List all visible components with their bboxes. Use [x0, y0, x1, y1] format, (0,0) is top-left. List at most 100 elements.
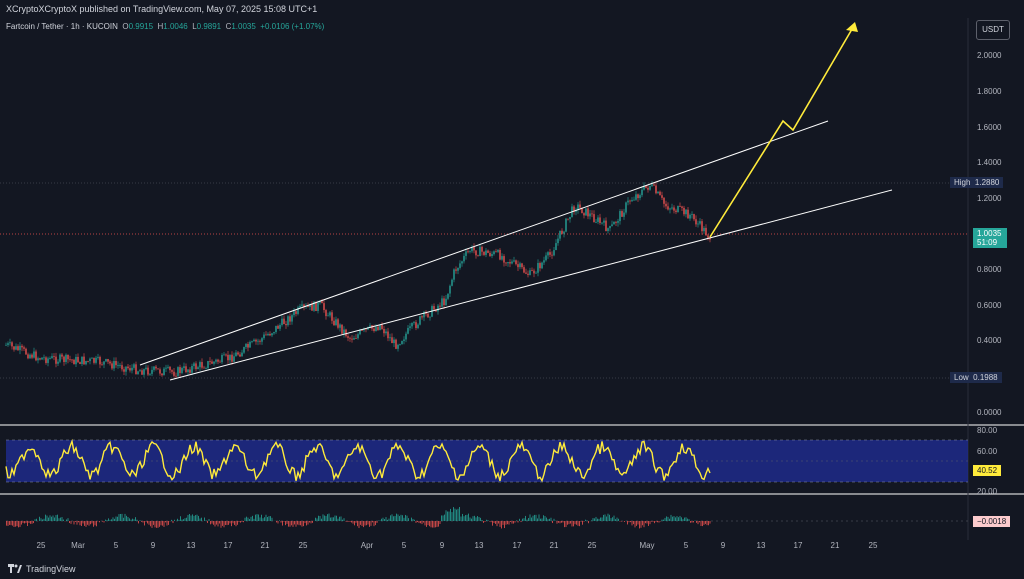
macd-bar [502, 521, 504, 525]
macd-bar [682, 519, 684, 521]
candle-body [235, 352, 237, 357]
macd-bar [354, 521, 355, 526]
macd-bar [687, 518, 688, 521]
candle-body [27, 354, 29, 359]
macd-bar [627, 521, 628, 525]
currency-button[interactable]: USDT [976, 20, 1010, 40]
low-label: L [192, 22, 197, 31]
price-candles [5, 181, 711, 378]
macd-bar [492, 521, 493, 526]
candle-body [237, 352, 239, 355]
macd-bar [372, 521, 373, 523]
macd-bar [301, 521, 303, 527]
macd-bar [676, 516, 678, 521]
macd-bar [12, 521, 13, 526]
macd-bar [472, 516, 474, 521]
candle-body [163, 368, 165, 376]
candle-body [25, 348, 27, 355]
candle-body [555, 243, 557, 251]
macd-bar [271, 517, 273, 521]
macd-bar [465, 515, 466, 521]
candle-body [489, 252, 491, 257]
macd-bar [628, 521, 630, 523]
candle-body [495, 251, 497, 253]
macd-bar [514, 521, 516, 523]
candle-body [179, 367, 181, 373]
candle-body [629, 200, 631, 202]
macd-bar [606, 516, 607, 521]
candle-body [261, 338, 263, 342]
macd-bar [144, 521, 145, 526]
macd-bar [672, 516, 673, 521]
macd-bar [363, 521, 364, 528]
macd-bar [469, 517, 471, 521]
macd-bar [229, 521, 231, 524]
macd-bar [90, 521, 91, 525]
candle-body [129, 368, 131, 371]
macd-bar [280, 521, 282, 523]
macd-bar [96, 521, 97, 527]
macd-bar [60, 517, 61, 521]
macd-bar [685, 517, 687, 521]
candle-body [627, 200, 629, 203]
macd-bar [667, 516, 669, 521]
candle-body [325, 310, 327, 317]
candle-body [171, 370, 173, 372]
macd-bar [40, 518, 42, 521]
candle-body [31, 354, 33, 358]
macd-bar [424, 521, 426, 526]
publish-info: XCryptoXCryptoX published on TradingView… [6, 4, 318, 14]
candle-body [515, 260, 517, 265]
macd-bar [484, 521, 486, 522]
macd-bar [411, 517, 412, 521]
macd-bar [153, 521, 154, 525]
candle-body [73, 359, 75, 365]
candle-body [455, 269, 457, 271]
candle-body [461, 261, 463, 264]
candle-body [383, 329, 385, 334]
macd-bar [516, 520, 517, 521]
macd-bar [579, 521, 580, 527]
macd-bar [328, 513, 330, 521]
macd-bar [264, 517, 265, 521]
macd-bar [67, 518, 69, 521]
macd-bar [427, 521, 429, 526]
candle-body [365, 328, 367, 330]
candle-body [281, 318, 283, 325]
macd-bar [616, 517, 618, 521]
candle-body [161, 373, 163, 376]
macd-bar [46, 515, 48, 521]
macd-bar [22, 521, 24, 523]
macd-bar [148, 521, 150, 525]
candle-body [49, 358, 51, 359]
candle-body [257, 340, 259, 342]
candle-body [381, 324, 383, 330]
macd-bar [216, 521, 217, 525]
footer-brand[interactable]: TradingView [26, 564, 76, 574]
candle-body [93, 357, 95, 363]
rsi-path [5, 438, 711, 483]
macd-bar [39, 516, 40, 521]
macd-bar [114, 518, 115, 521]
macd-bar [325, 516, 327, 521]
candle-body [253, 339, 255, 342]
candle-body [135, 364, 137, 375]
macd-bar [349, 521, 351, 522]
macd-bar [360, 521, 361, 525]
macd-bar [670, 514, 672, 521]
macd-bar [24, 521, 25, 524]
macd-bar [369, 521, 370, 527]
macd-bar [298, 521, 300, 526]
symbol-name[interactable]: Fartcoin / Tether · 1h · KUCOIN [6, 22, 118, 31]
macd-bar [256, 514, 258, 521]
time-tick: 17 [223, 541, 233, 550]
macd-bar [246, 516, 247, 521]
macd-bar [132, 518, 133, 521]
candle-body [277, 325, 279, 329]
candle-body [505, 262, 507, 264]
candle-body [525, 272, 527, 274]
macd-bar [520, 521, 522, 523]
macd-bar [435, 521, 436, 528]
candle-body [107, 359, 109, 362]
